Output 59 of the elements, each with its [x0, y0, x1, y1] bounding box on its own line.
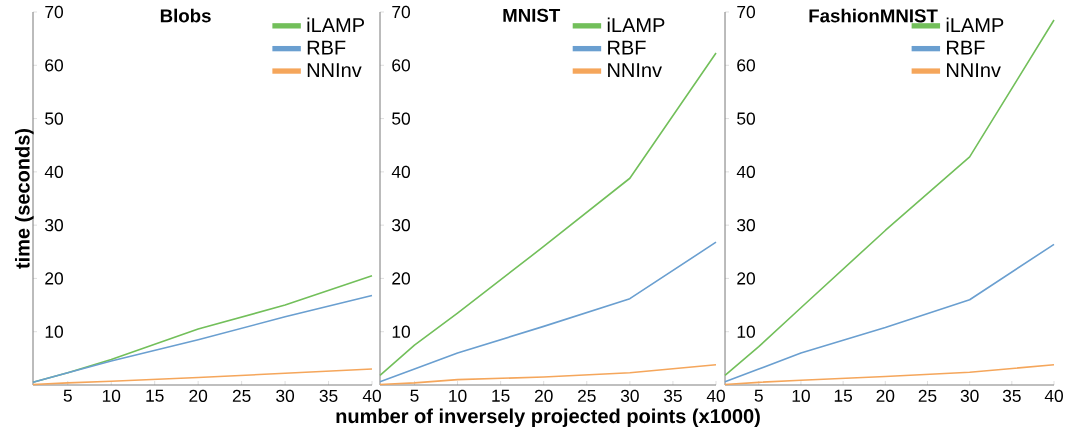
y-tick-label: 60	[392, 59, 410, 72]
y-axis-title: time (seconds)	[14, 128, 34, 269]
x-tick-label: 20	[534, 389, 553, 402]
y-tick-label: 70	[392, 5, 410, 19]
y-tick-label: 10	[392, 325, 410, 338]
legend-label: NNInv	[947, 63, 1001, 77]
x-tick-label: 35	[319, 389, 338, 402]
x-tick-label: 10	[792, 389, 810, 402]
x-tick-label: 25	[578, 389, 596, 402]
x-tick-label: 40	[1044, 389, 1063, 402]
x-tick-label: 35	[663, 389, 682, 402]
y-tick-label: 10	[45, 325, 63, 338]
y-tick-label: 60	[737, 59, 755, 72]
x-tick-label: 30	[960, 389, 979, 402]
y-tick-label: 60	[45, 59, 63, 72]
chart-title: Blobs	[160, 8, 211, 23]
x-tick-label: 5	[63, 389, 72, 402]
chart-title: FashionMNIST	[809, 8, 938, 23]
y-tick-label: 70	[45, 5, 63, 19]
x-tick-label: 25	[232, 389, 251, 402]
x-tick-label: 40	[706, 389, 725, 402]
legend-label: NNInv	[608, 63, 662, 77]
legend-label: NNInv	[307, 63, 362, 77]
y-tick-label: 50	[392, 112, 410, 125]
x-tick-label: 10	[449, 389, 467, 402]
x-axis-title: number of inversely projected points (x1000)	[336, 408, 760, 428]
x-tick-label: 25	[918, 389, 937, 402]
y-tick-label: 40	[391, 165, 410, 178]
legend-label: iLAMP	[946, 17, 1004, 33]
y-tick-label: 20	[737, 272, 755, 285]
x-tick-label: 15	[146, 389, 164, 402]
y-tick-label: 20	[392, 272, 410, 285]
legend-label: iLAMP	[607, 17, 665, 33]
x-tick-label: 30	[620, 389, 639, 402]
y-tick-label: 30	[737, 219, 755, 232]
y-tick-label: 50	[45, 112, 63, 125]
legend-label: RBF	[608, 40, 646, 55]
legend-label: RBF	[947, 40, 985, 55]
x-tick-label: 15	[492, 389, 510, 402]
y-tick-label: 40	[44, 165, 63, 178]
x-tick-label: 15	[834, 389, 853, 402]
y-tick-label: 20	[45, 272, 63, 285]
y-tick-label: 70	[737, 5, 755, 19]
y-tick-label: 30	[45, 219, 63, 232]
chart-title: MNIST	[503, 8, 561, 22]
x-tick-label: 30	[276, 389, 295, 402]
x-tick-label: 35	[1002, 389, 1021, 402]
x-tick-label: 10	[102, 389, 121, 402]
y-tick-label: 30	[392, 219, 410, 232]
x-tick-label: 5	[754, 389, 763, 402]
legend-label: RBF	[307, 40, 346, 55]
x-tick-label: 20	[876, 389, 895, 402]
legend-label: iLAMP	[307, 17, 364, 33]
y-tick-label: 40	[736, 165, 755, 178]
y-tick-label: 50	[737, 112, 755, 125]
y-tick-label: 10	[737, 325, 755, 338]
x-tick-label: 5	[410, 389, 419, 402]
x-tick-label: 40	[362, 389, 381, 402]
x-tick-label: 20	[189, 389, 208, 402]
